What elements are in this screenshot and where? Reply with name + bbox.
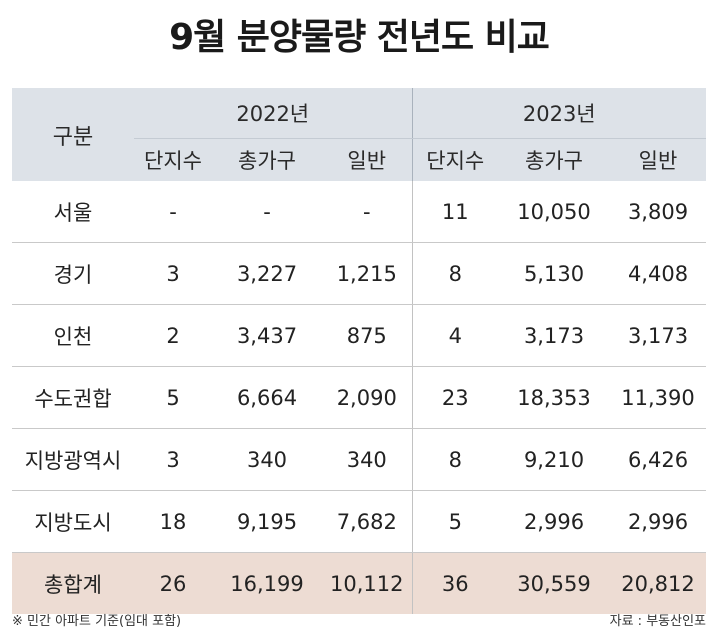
- cell-2022-complexes: 3: [134, 428, 212, 491]
- cell-2023-total-households: 5,130: [498, 242, 610, 305]
- subheader-2022-general: 일반: [322, 138, 412, 181]
- cell-2023-complexes: 8: [411, 428, 498, 491]
- cell-2022-general: 340: [322, 428, 412, 491]
- cell-2022-total-households: 16,199: [212, 552, 322, 614]
- cell-2022-complexes: 18: [134, 490, 212, 553]
- cell-2023-complexes: 11: [411, 181, 498, 243]
- cell-2023-total-households: 2,996: [498, 490, 610, 553]
- data-table: 구분 2022년 2023년 단지수 총가구 일반 단지수 총가구 일반 서울 -…: [12, 88, 706, 614]
- row-label: 지방광역시: [12, 428, 134, 491]
- table-row: 경기 3 3,227 1,215 8 5,130 4,408: [12, 242, 706, 305]
- cell-2022-general: 875: [322, 304, 412, 367]
- cell-2023-total-households: 10,050: [498, 181, 610, 243]
- cell-2022-general: 2,090: [322, 366, 412, 429]
- cell-2022-general: 7,682: [322, 490, 412, 553]
- row-label: 서울: [12, 181, 134, 243]
- subheader-2023-general: 일반: [610, 138, 706, 181]
- cell-2022-total-households: 3,437: [212, 304, 322, 367]
- subheader-2023-complexes: 단지수: [411, 138, 498, 181]
- row-label: 총합계: [12, 552, 134, 614]
- cell-2023-general: 3,173: [610, 304, 706, 367]
- cell-2023-total-households: 9,210: [498, 428, 610, 491]
- cell-2023-general: 11,390: [610, 366, 706, 429]
- cell-2022-total-households: -: [212, 181, 322, 243]
- cell-2022-total-households: 9,195: [212, 490, 322, 553]
- row-label: 지방도시: [12, 490, 134, 553]
- cell-2022-complexes: 2: [134, 304, 212, 367]
- cell-2023-general: 20,812: [610, 552, 706, 614]
- cell-2023-total-households: 30,559: [498, 552, 610, 614]
- cell-2023-complexes: 23: [411, 366, 498, 429]
- subheader-2022-complexes: 단지수: [134, 138, 212, 181]
- subheader-2023-total-households: 총가구: [498, 138, 610, 181]
- cell-2022-general: 10,112: [322, 552, 412, 614]
- year-header-2022: 2022년: [134, 88, 412, 139]
- chart-title: 9월 분양물량 전년도 비교: [169, 17, 550, 58]
- table-row: 인천 2 3,437 875 4 3,173 3,173: [12, 304, 706, 367]
- cell-2023-complexes: 5: [411, 490, 498, 553]
- table-row: 서울 - - -11 10,050 3,809: [12, 181, 706, 243]
- cell-2022-general: 1,215: [322, 242, 412, 305]
- cell-2023-general: 2,996: [610, 490, 706, 553]
- cell-2022-total-households: 340: [212, 428, 322, 491]
- cell-2023-general: 6,426: [610, 428, 706, 491]
- cell-2022-general: -: [322, 181, 412, 243]
- cell-2022-complexes: 26: [134, 552, 212, 614]
- table-row: 지방광역시 3 340 340 8 9,210 6,426: [12, 428, 706, 491]
- footnote: ※ 민간 아파트 기준(임대 포함): [12, 614, 182, 629]
- cell-2023-complexes: 8: [411, 242, 498, 305]
- cell-2023-general: 3,809: [610, 181, 706, 243]
- row-label: 수도권합: [12, 366, 134, 429]
- cell-2023-total-households: 3,173: [498, 304, 610, 367]
- source-credit: 자료 : 부동산인포: [609, 614, 706, 629]
- cell-2023-complexes: 4: [411, 304, 498, 367]
- row-label: 인천: [12, 304, 134, 367]
- cell-2023-total-households: 18,353: [498, 366, 610, 429]
- cell-2023-general: 4,408: [610, 242, 706, 305]
- table-row: 지방도시 18 9,195 7,682 5 2,996 2,996: [12, 490, 706, 553]
- table-row: 수도권합 5 6,664 2,090 23 18,353 11,390: [12, 366, 706, 429]
- cell-2022-complexes: -: [134, 181, 212, 243]
- cell-2022-total-households: 6,664: [212, 366, 322, 429]
- year-header-2023: 2023년: [411, 88, 706, 139]
- row-label: 경기: [12, 242, 134, 305]
- cell-2022-total-households: 3,227: [212, 242, 322, 305]
- cell-2023-complexes: 36: [411, 552, 498, 614]
- subheader-2022-total-households: 총가구: [212, 138, 322, 181]
- row-header-label: 구분: [12, 88, 134, 181]
- table-row: 총합계 26 16,199 10,112 36 30,559 20,812: [12, 552, 706, 614]
- cell-2022-complexes: 5: [134, 366, 212, 429]
- cell-2022-complexes: 3: [134, 242, 212, 305]
